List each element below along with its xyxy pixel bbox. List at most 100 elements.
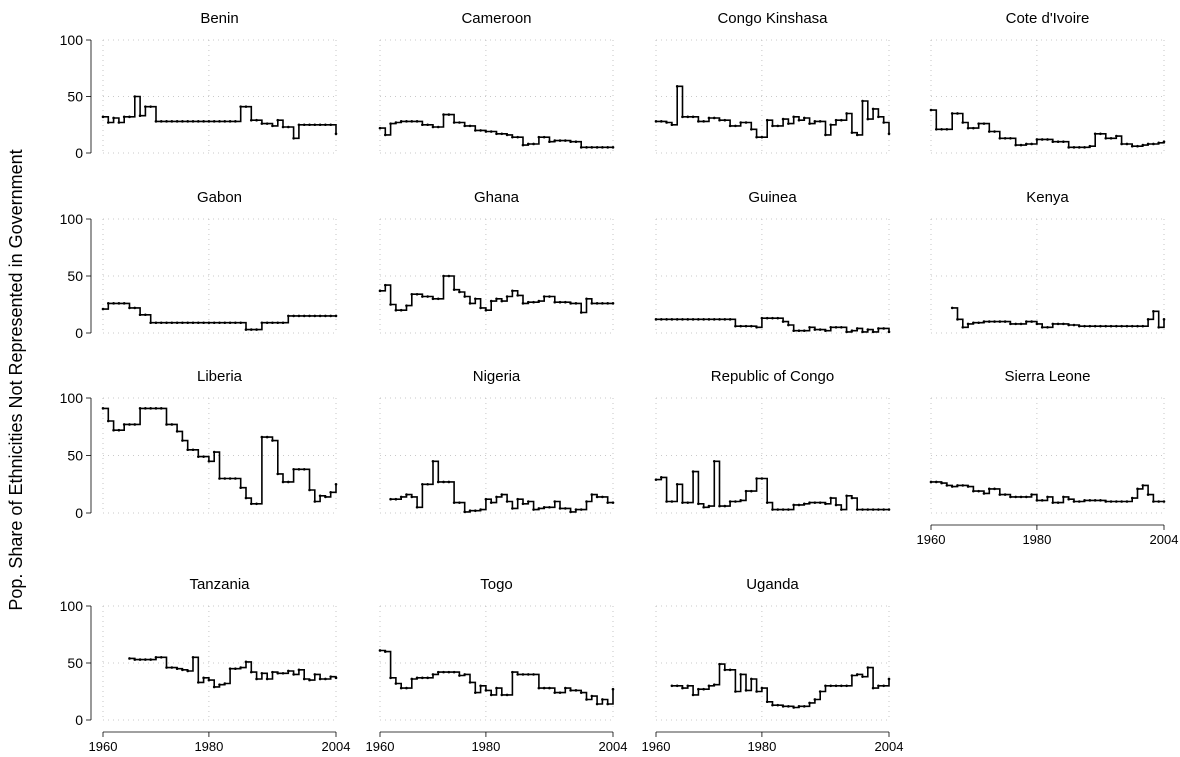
data-point (495, 686, 498, 690)
data-point (334, 314, 338, 318)
data-point (149, 321, 152, 325)
data-point (223, 120, 227, 123)
panel-cote-d-ivoire: Cote d'Ivoire (929, 10, 1166, 154)
data-point (982, 492, 986, 495)
data-point (1003, 493, 1007, 496)
data-point (940, 127, 943, 131)
data-point (228, 477, 232, 480)
data-point (452, 121, 456, 124)
data-point (1046, 138, 1049, 141)
data-point (511, 135, 514, 139)
data-point (106, 419, 110, 423)
data-point (1157, 326, 1161, 329)
data-point (1083, 146, 1086, 149)
data-point (987, 320, 991, 323)
data-point (170, 666, 174, 669)
data-point (866, 117, 870, 121)
data-point (712, 683, 716, 686)
data-point (128, 306, 131, 310)
data-point (579, 146, 583, 149)
data-point (1162, 318, 1166, 321)
data-point (223, 477, 227, 480)
data-point (765, 501, 769, 504)
data-point (1146, 142, 1150, 146)
data-point (934, 480, 938, 484)
data-point (1062, 322, 1065, 326)
data-point (159, 120, 163, 123)
data-point (595, 702, 599, 706)
data-point (945, 127, 949, 131)
data-point (681, 686, 684, 690)
data-point (707, 504, 711, 508)
x-tick-label: 1960 (642, 739, 671, 754)
data-point (297, 314, 301, 318)
data-point (308, 314, 311, 318)
data-point (521, 502, 525, 506)
data-point (415, 120, 419, 123)
data-point (228, 667, 232, 670)
data-point (553, 139, 557, 142)
data-point (1120, 142, 1123, 146)
data-point (855, 133, 859, 137)
data-point (244, 105, 248, 108)
data-point (993, 487, 996, 491)
data-point (447, 274, 451, 278)
data-point (574, 508, 578, 511)
data-point (691, 318, 695, 321)
data-point (574, 689, 578, 692)
data-point (1152, 142, 1155, 146)
data-point (463, 295, 467, 298)
data-point (542, 295, 546, 298)
data-point (998, 137, 1002, 140)
data-point (845, 330, 848, 334)
data-point (987, 130, 991, 133)
data-point (569, 510, 572, 514)
data-point (882, 684, 886, 688)
data-point (202, 676, 205, 680)
data-point (106, 302, 110, 305)
data-point (505, 295, 509, 298)
data-point (287, 125, 290, 129)
data-point (410, 292, 414, 296)
data-point (1146, 318, 1150, 321)
data-point (982, 122, 986, 125)
data-point (1130, 496, 1134, 500)
data-point (611, 687, 615, 691)
data-point (181, 321, 184, 325)
data-point (834, 684, 838, 688)
data-point (302, 123, 306, 127)
data-point (718, 318, 721, 321)
data-point (1136, 487, 1139, 491)
data-point (479, 129, 482, 132)
data-point (1003, 137, 1007, 140)
data-point (966, 485, 970, 488)
data-point (447, 480, 451, 484)
data-point (877, 684, 880, 688)
data-point (972, 489, 975, 493)
data-point (887, 508, 891, 511)
data-point (138, 313, 142, 317)
data-point (564, 686, 567, 690)
data-point (882, 508, 886, 511)
data-point (249, 328, 253, 331)
data-point (1051, 501, 1055, 504)
x-tick-label: 1960 (89, 739, 118, 754)
y-tick-label: 50 (67, 448, 83, 464)
data-point (1157, 141, 1161, 145)
data-point (792, 329, 795, 333)
data-point (383, 133, 387, 137)
data-point (558, 691, 562, 694)
data-point (776, 124, 780, 128)
data-point (165, 321, 168, 325)
data-point (260, 671, 264, 675)
data-point (569, 140, 572, 143)
data-point (739, 499, 743, 502)
data-point (334, 482, 338, 486)
data-point (271, 124, 274, 128)
panel-nigeria: Nigeria (379, 368, 615, 514)
data-point (468, 302, 472, 305)
data-point (982, 320, 986, 323)
data-point (308, 123, 311, 127)
data-point (334, 132, 338, 136)
data-point (686, 318, 690, 321)
